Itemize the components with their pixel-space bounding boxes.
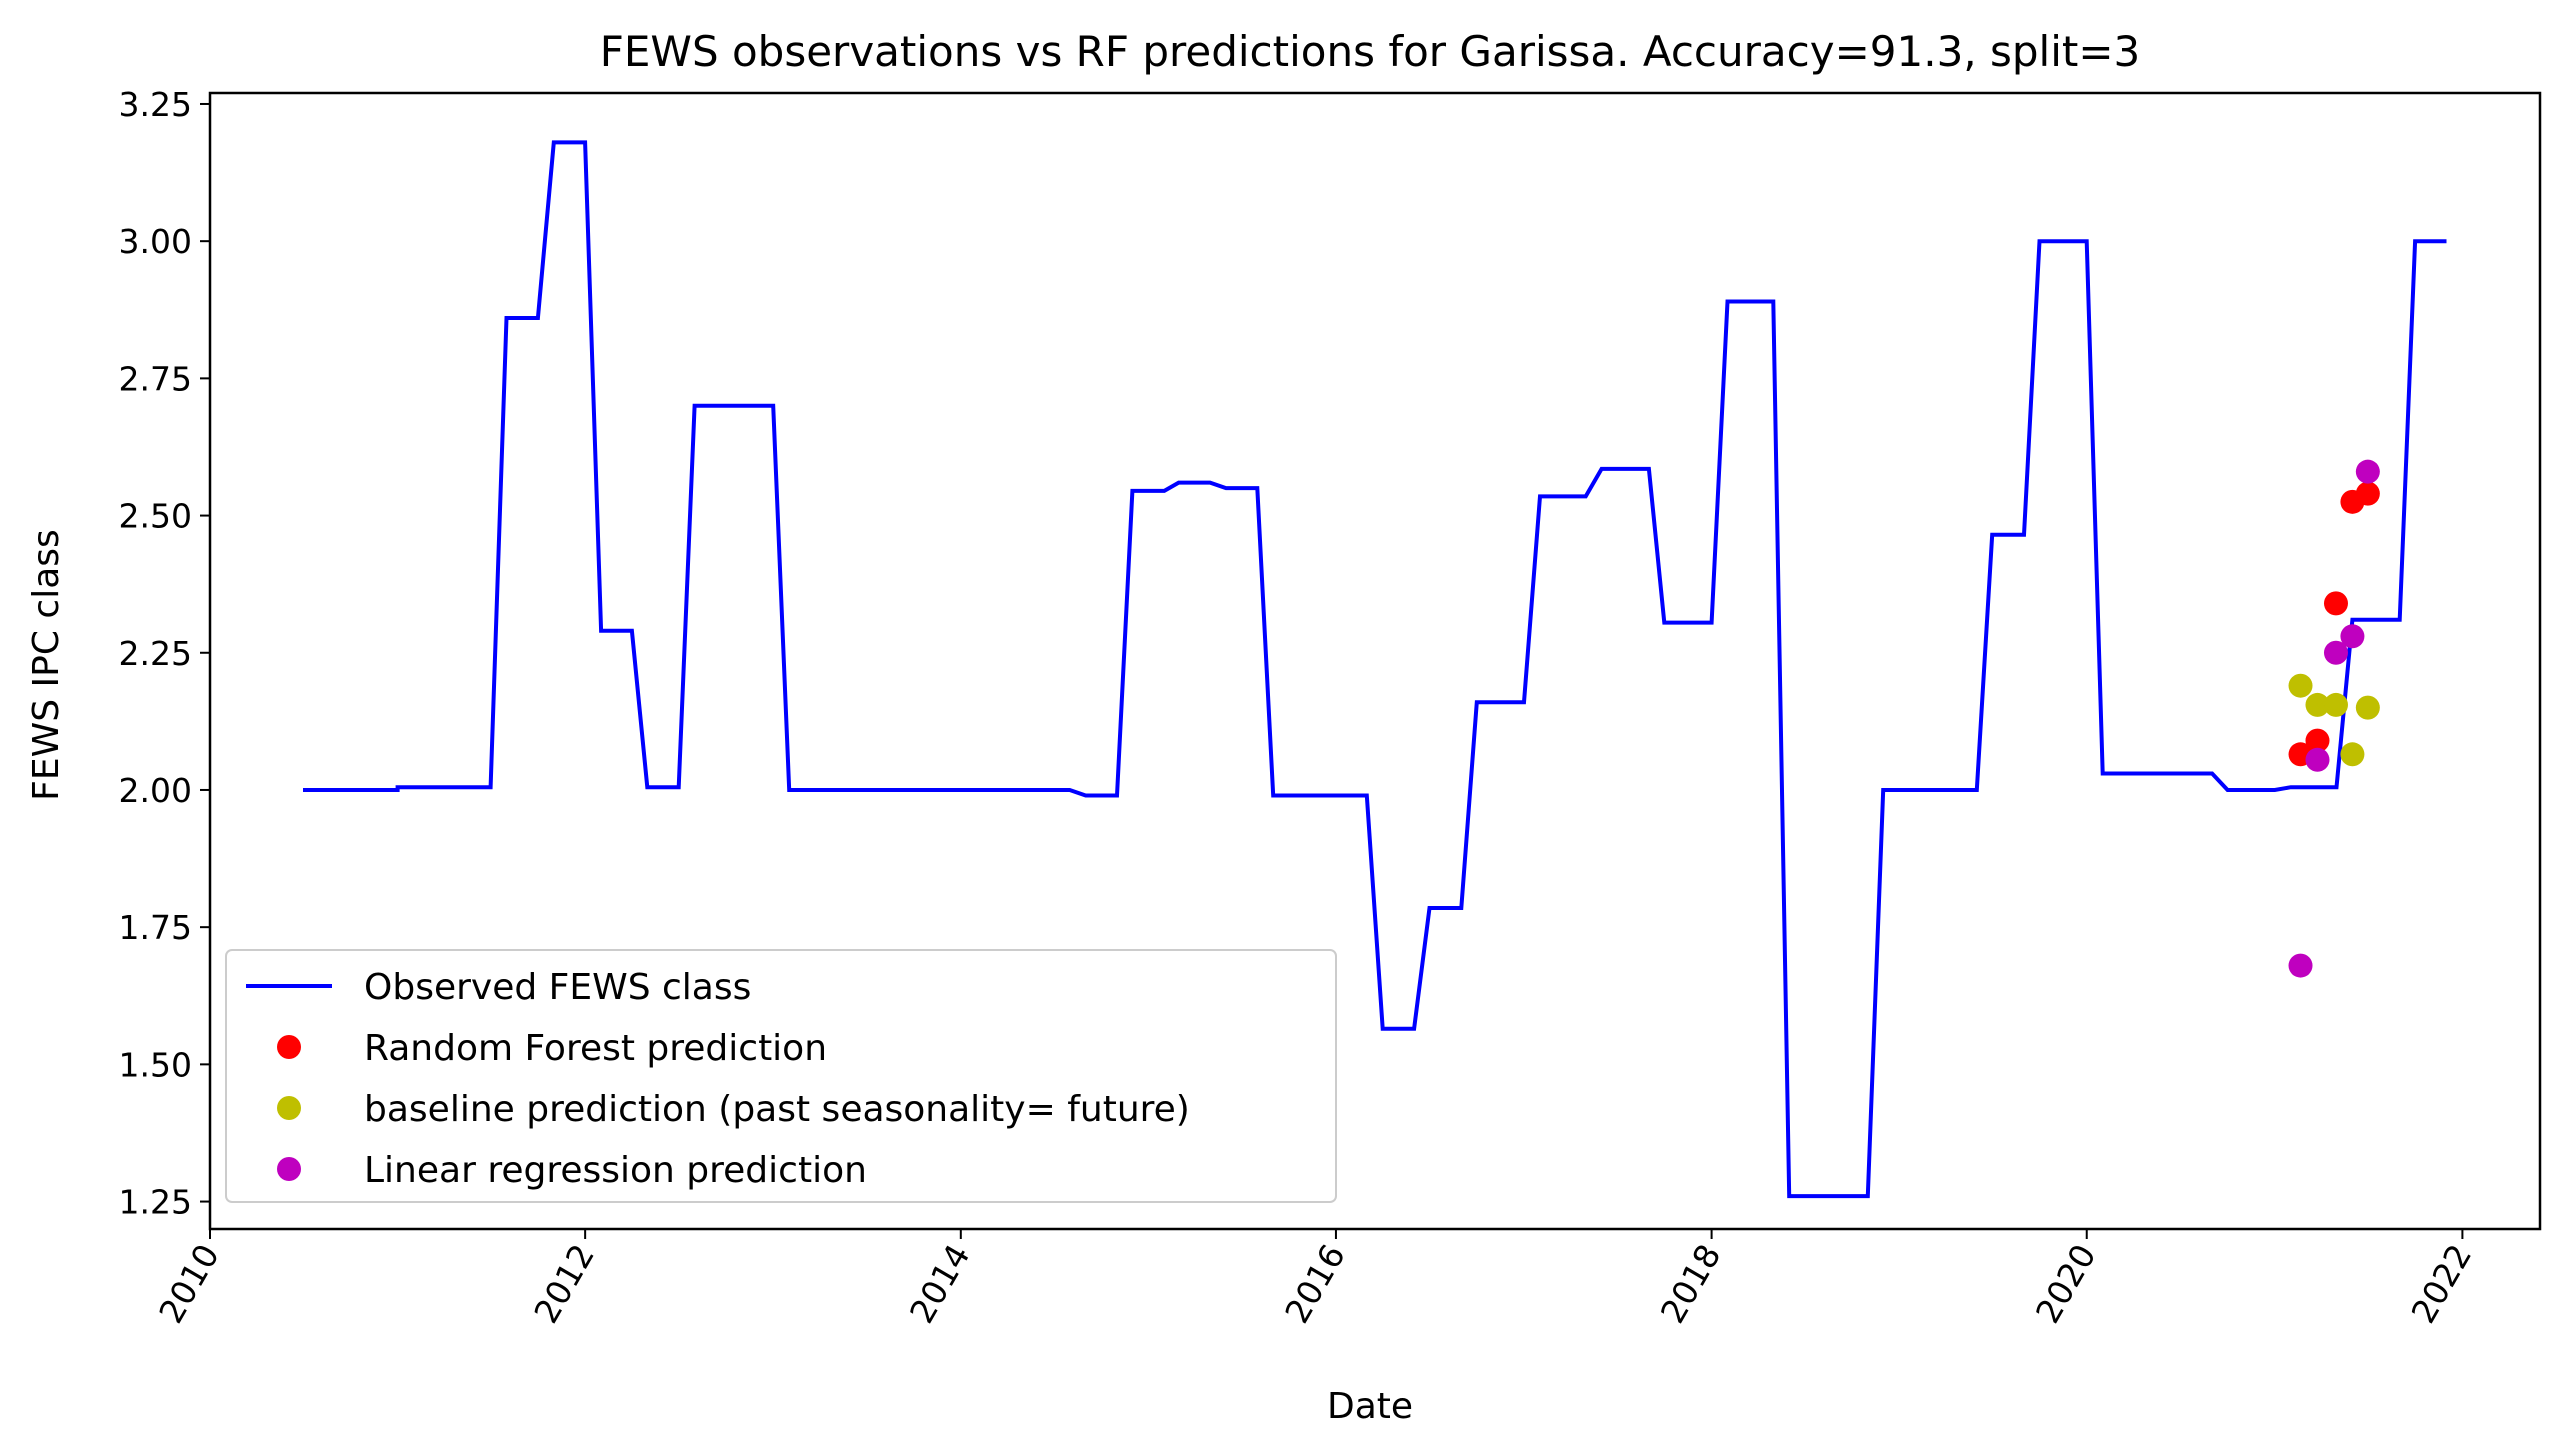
y-axis-label: FEWS IPC class bbox=[26, 529, 67, 801]
x-tick-label: 2022 bbox=[2404, 1238, 2480, 1330]
y-tick-label: 1.50 bbox=[119, 1045, 192, 1084]
x-tick-label: 2020 bbox=[2028, 1238, 2104, 1330]
x-tick-label: 2018 bbox=[1653, 1238, 1729, 1330]
series-2-point bbox=[2323, 692, 2348, 717]
y-tick-label: 3.00 bbox=[119, 222, 192, 261]
x-tick-label: 2016 bbox=[1277, 1238, 1353, 1330]
series-2-point bbox=[2288, 673, 2313, 698]
y-tick-label: 2.25 bbox=[119, 634, 192, 673]
series-1-point bbox=[2305, 728, 2330, 753]
series-1-point bbox=[2323, 591, 2348, 616]
y-tick-label: 3.25 bbox=[119, 85, 192, 124]
series-2-point bbox=[2305, 692, 2330, 717]
legend-box bbox=[225, 949, 1337, 1203]
series-3-point bbox=[2355, 459, 2380, 484]
legend-swatch-marker bbox=[277, 1035, 301, 1059]
y-tick-label: 1.25 bbox=[119, 1183, 192, 1222]
series-line-observed bbox=[303, 140, 2447, 1199]
x-tick-label: 2010 bbox=[151, 1238, 227, 1330]
x-axis-label: Date bbox=[1327, 1386, 1413, 1427]
series-1-point bbox=[2355, 481, 2380, 506]
y-tick-label: 2.00 bbox=[119, 771, 192, 810]
series-3-point bbox=[2323, 640, 2348, 665]
legend-label: Linear regression prediction bbox=[364, 1150, 867, 1191]
series-3-point bbox=[2340, 624, 2365, 649]
y-tick-label: 1.75 bbox=[119, 908, 192, 947]
legend-label: baseline prediction (past seasonality= f… bbox=[364, 1089, 1190, 1130]
chart-title: FEWS observations vs RF predictions for … bbox=[600, 27, 2141, 76]
series-3-point bbox=[2288, 953, 2313, 978]
plot-area: 1.25 1.50 1.75 2.00 2.25 2.50 2.75 3.00 3.25 2010… bbox=[119, 85, 2480, 1330]
legend-swatch-marker bbox=[277, 1096, 301, 1120]
plot-frame bbox=[208, 91, 2542, 1231]
series-2-point bbox=[2340, 742, 2365, 767]
series-3-point bbox=[2305, 747, 2330, 772]
legend-label: Observed FEWS class bbox=[364, 967, 751, 1008]
legend-label: Random Forest prediction bbox=[364, 1028, 827, 1069]
x-tick-label: 2012 bbox=[526, 1238, 602, 1330]
legend-swatch-marker bbox=[277, 1157, 301, 1181]
series-2-point bbox=[2355, 695, 2380, 720]
legend: Observed FEWS class Random Forest predict… bbox=[225, 949, 1337, 1203]
y-tick-label: 2.50 bbox=[119, 497, 192, 536]
x-tick-label: 2014 bbox=[902, 1238, 978, 1330]
y-tick-label: 2.75 bbox=[119, 359, 192, 398]
